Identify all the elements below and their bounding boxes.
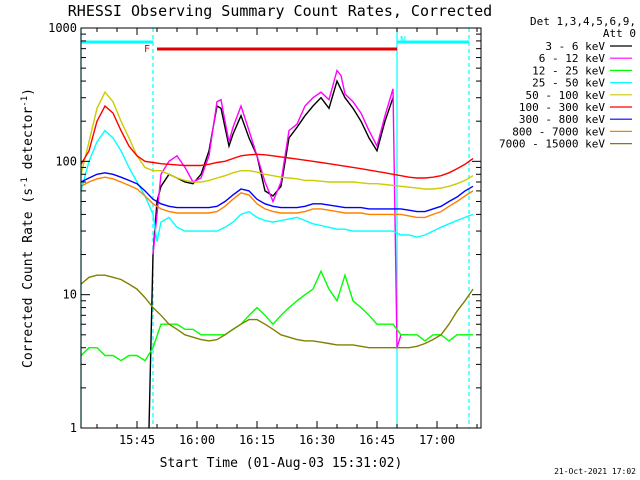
y-axis-label: Corrected Count Rate (s-1 detector-1) bbox=[20, 88, 36, 368]
series-100-300-kev bbox=[80, 104, 474, 179]
series-12-25-kev bbox=[80, 269, 473, 362]
series-7000-15000-kev bbox=[80, 274, 474, 349]
y-tick-label: 1 bbox=[70, 421, 77, 435]
legend-label: 7000 - 15000 keV bbox=[499, 138, 605, 151]
status-bar-label: N bbox=[400, 35, 406, 46]
legend-label: 100 - 300 keV bbox=[519, 101, 605, 114]
x-tick-label: 15:45 bbox=[119, 433, 155, 447]
legend-label: 3 - 6 keV bbox=[545, 40, 605, 53]
legend-label: 6 - 12 keV bbox=[539, 52, 606, 65]
y-tick-label: 100 bbox=[55, 154, 77, 168]
legend-label: 25 - 50 keV bbox=[532, 77, 605, 90]
x-axis-label: Start Time (01-Aug-03 15:31:02) bbox=[160, 456, 403, 471]
series-300-800-kev bbox=[80, 172, 474, 213]
chart-title: RHESSI Observing Summary Count Rates, Co… bbox=[68, 2, 492, 20]
status-bar-label: F bbox=[144, 44, 150, 55]
x-tick-label: 16:30 bbox=[299, 433, 335, 447]
legend-label: 300 - 800 keV bbox=[519, 113, 605, 126]
series-800-7000-kev bbox=[80, 176, 474, 219]
legend-label: 50 - 100 keV bbox=[526, 89, 606, 102]
x-tick-label: 16:00 bbox=[179, 433, 215, 447]
legend-label: 12 - 25 keV bbox=[532, 64, 605, 77]
series-3-6-kev bbox=[148, 79, 394, 429]
series-50-100-kev bbox=[80, 90, 474, 190]
series-lines bbox=[80, 68, 474, 429]
x-tick-label: 17:00 bbox=[419, 433, 455, 447]
y-tick-label: 10 bbox=[63, 288, 77, 302]
render-timestamp: 21-Oct-2021 17:02 bbox=[554, 467, 636, 476]
x-tick-label: 16:45 bbox=[359, 433, 395, 447]
plot-frame bbox=[80, 27, 482, 429]
legend-label: 800 - 7000 keV bbox=[512, 125, 605, 138]
x-axis-ticks: 15:45 16:00 16:15 16:30 16:45 17:00 bbox=[96, 28, 478, 447]
series-6-12-kev bbox=[152, 68, 409, 348]
y-tick-label: 1000 bbox=[48, 21, 77, 35]
status-bars: NF bbox=[80, 28, 470, 428]
detector-info-line2: Att 0 bbox=[603, 27, 636, 40]
detector-info-line1: Det 1,3,4,5,6,9, bbox=[530, 15, 636, 28]
y-axis-ticks: 1 10 100 1000 bbox=[48, 21, 481, 435]
x-tick-label: 16:15 bbox=[239, 433, 275, 447]
series-25-50-kev bbox=[80, 129, 474, 242]
